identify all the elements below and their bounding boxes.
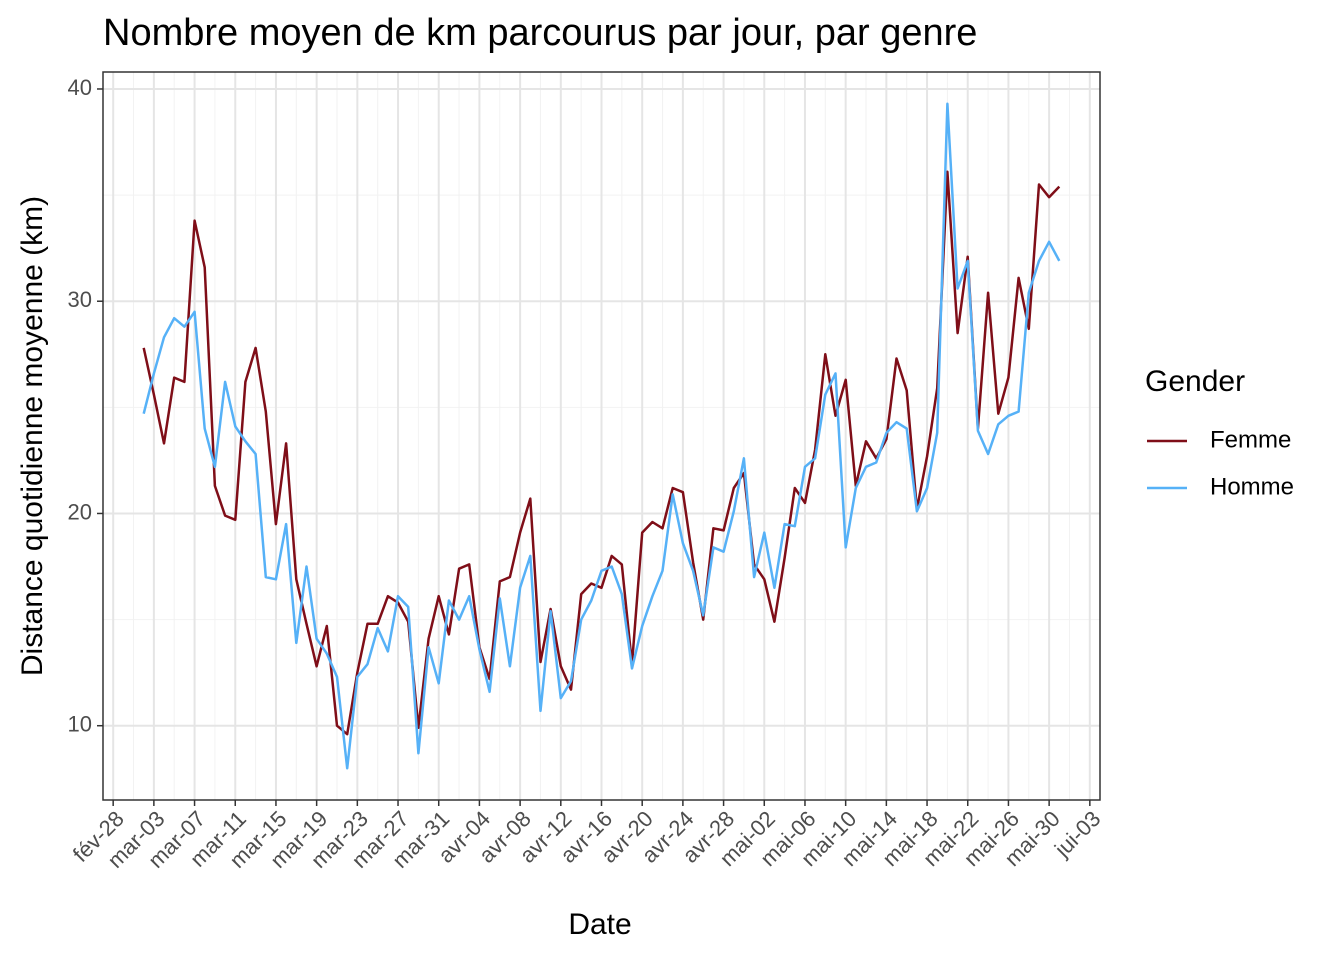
plot-border	[102, 71, 1101, 801]
data-line	[142, 170, 1061, 736]
y-tick-label: 30	[68, 287, 92, 312]
chart-title: Nombre moyen de km parcourus par jour, p…	[103, 12, 977, 54]
legend-label: Homme	[1210, 473, 1294, 500]
x-axis-label: Date	[568, 908, 631, 941]
y-tick-label: 20	[68, 499, 92, 524]
y-tick-label: 10	[68, 712, 92, 737]
legend-title: Gender	[1145, 365, 1245, 398]
legend-label: Femme	[1210, 426, 1291, 453]
y-axis-label: Distance quotidienne moyenne (km)	[16, 196, 49, 676]
y-tick-label: 40	[68, 75, 92, 100]
data-line	[142, 102, 1061, 770]
x-tick-label: jui-03	[1049, 806, 1105, 862]
